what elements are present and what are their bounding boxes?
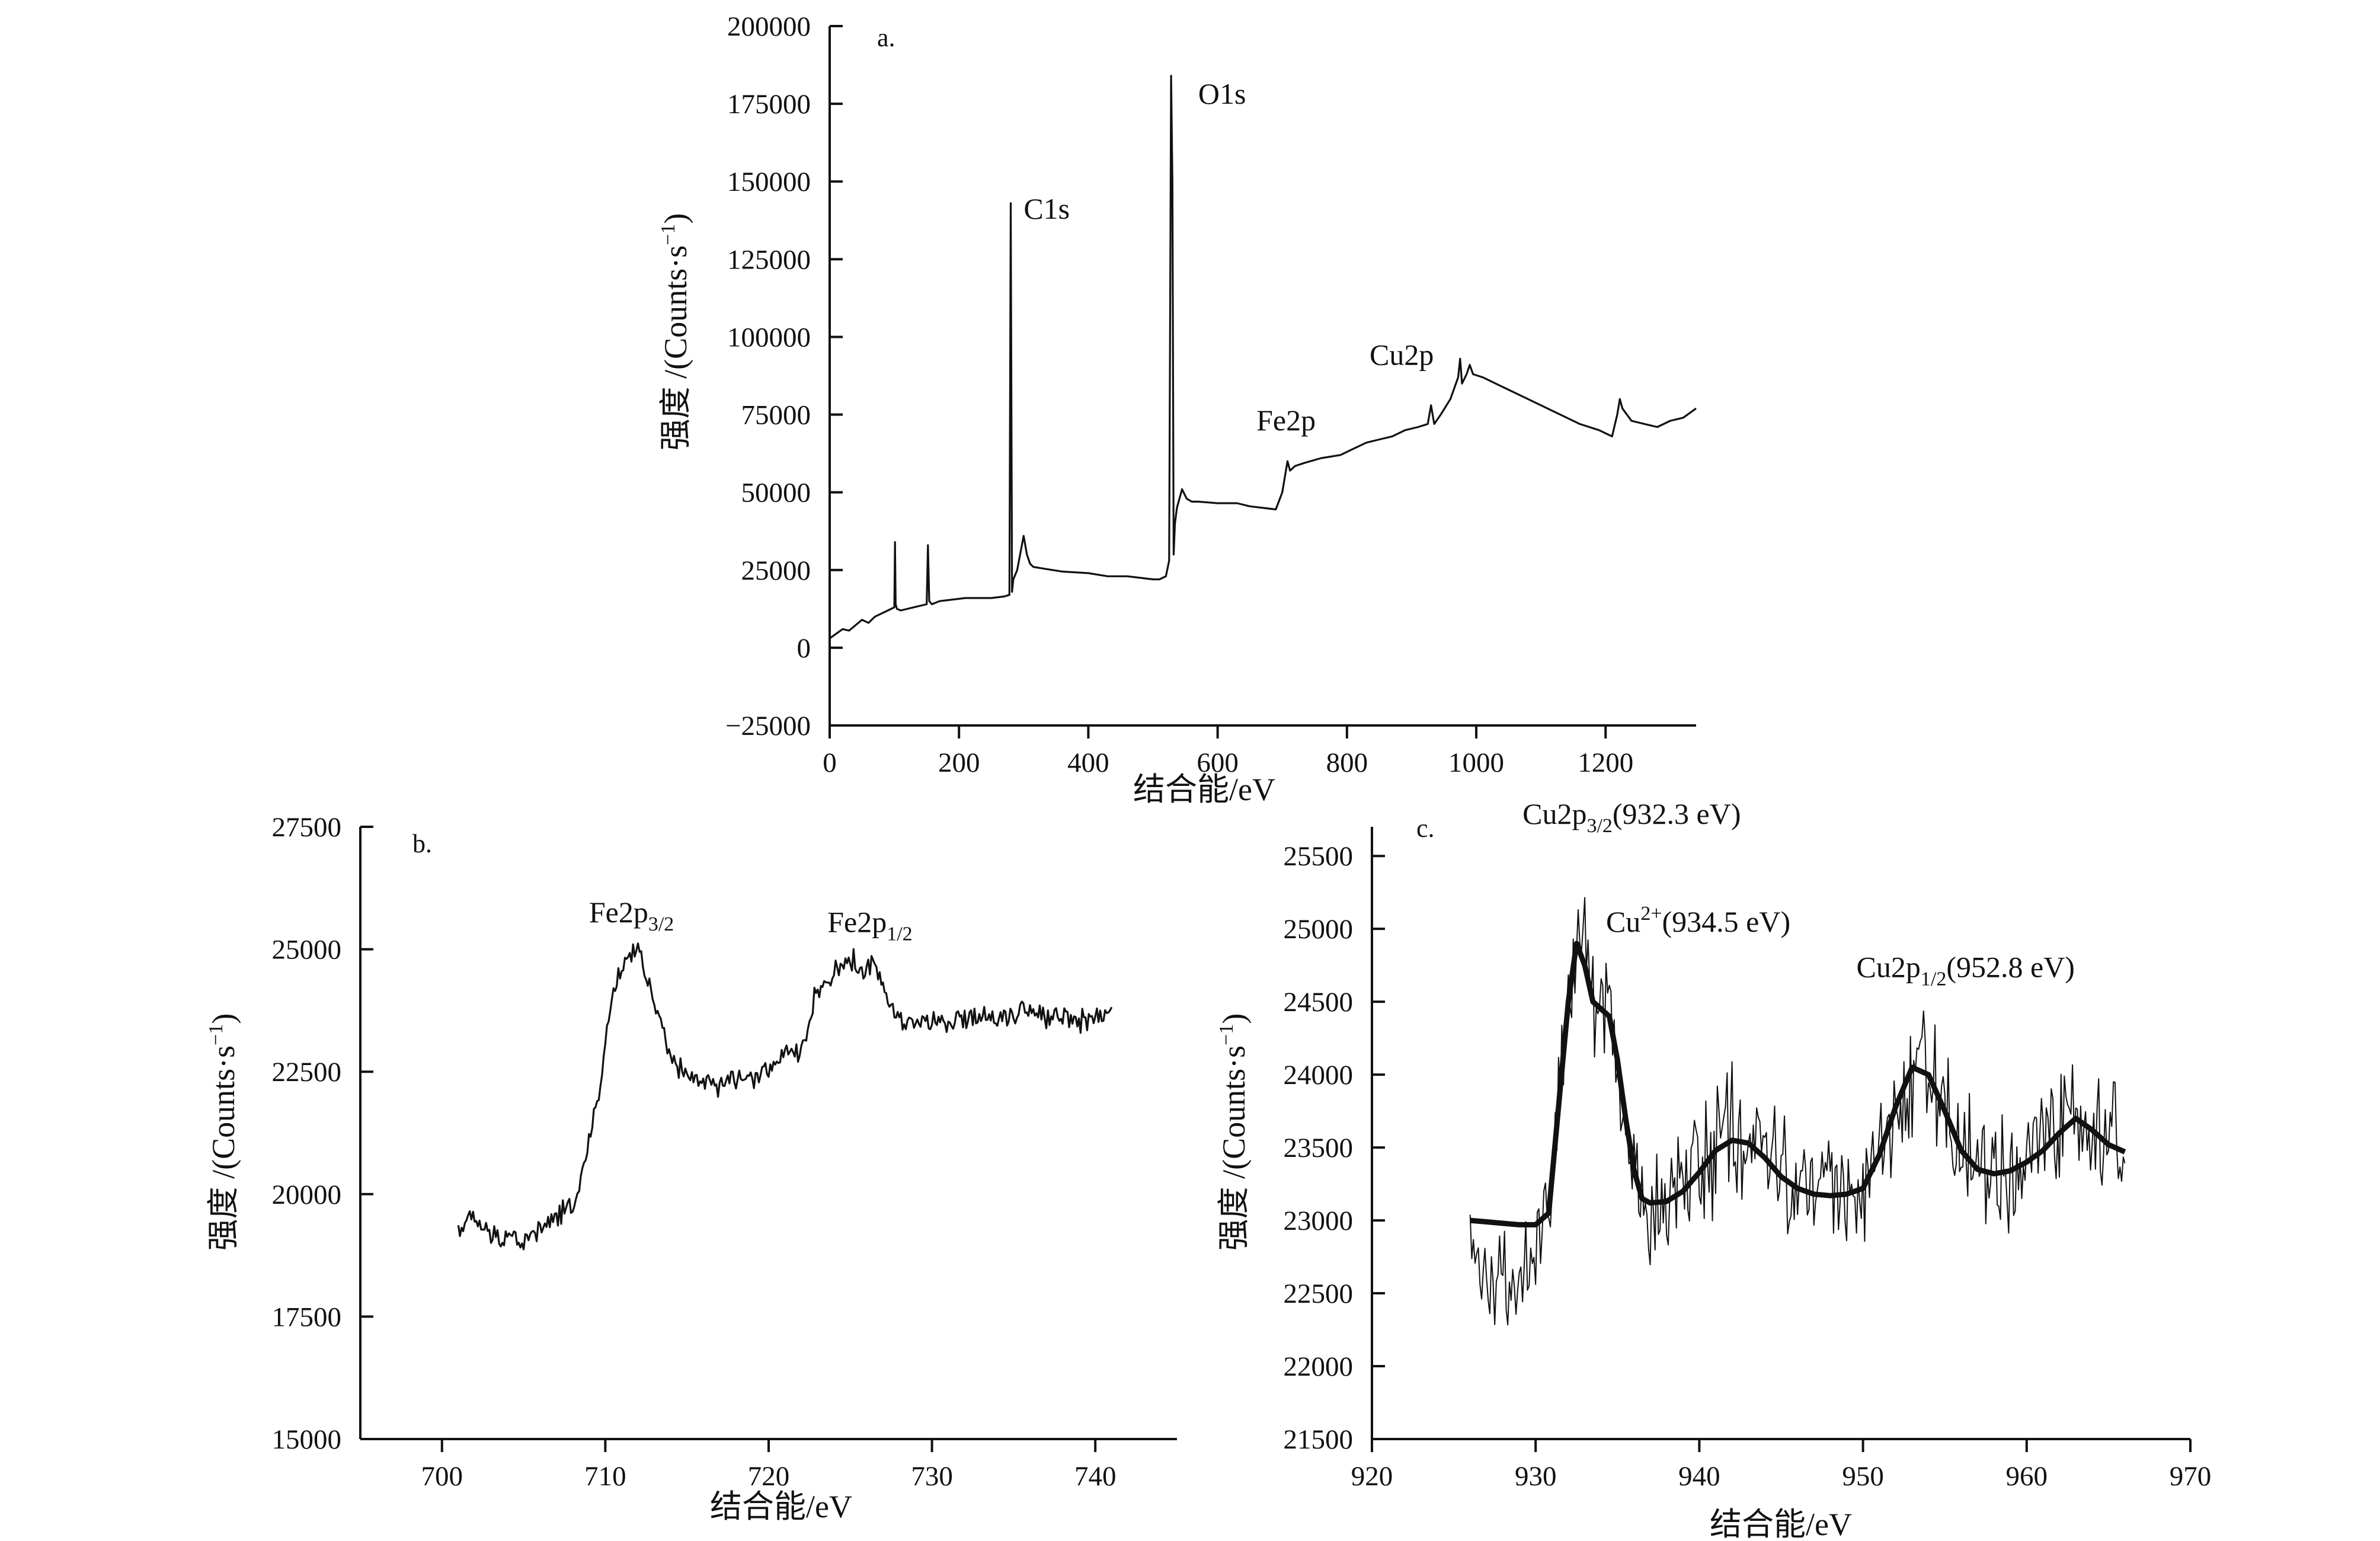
- y-tick-label: 15000: [272, 1424, 342, 1455]
- x-tick-label: 720: [748, 1461, 790, 1492]
- y-tick-label: 24000: [1284, 1060, 1354, 1091]
- x-tick-label: 740: [1074, 1461, 1117, 1492]
- y-tick-label: 25000: [272, 935, 342, 965]
- peak-label-0: C1s: [1023, 192, 1070, 225]
- peak-label-0: Cu2p3/2(932.3 eV): [1522, 797, 1741, 837]
- series-line-spectrum: [457, 942, 1113, 1251]
- y-tick-label: 100000: [727, 322, 811, 353]
- panel-a-xlabel: 结合能/eV: [1133, 772, 1275, 807]
- y-tick-label: 23000: [1284, 1206, 1354, 1236]
- panel-a-ylabel: 强度 /(Counts·s−1): [657, 213, 693, 451]
- peak-label-2: Cu2p1/2(952.8 eV): [1857, 950, 2075, 990]
- panel-a-series: [829, 75, 1697, 640]
- peak-label-1: Cu2+(934.5 eV): [1606, 903, 1790, 938]
- x-tick-label: 1200: [1578, 747, 1633, 778]
- panel-c-xlabel: 结合能/eV: [1710, 1507, 1852, 1541]
- y-tick-label: 22000: [1284, 1351, 1354, 1382]
- x-tick-label: 930: [1515, 1461, 1557, 1492]
- x-tick-label: 0: [823, 747, 837, 778]
- panel-b-fe2p-spectrum: b. 700 710 720 730 740 15000 17500 20000 22500 25…: [205, 812, 1177, 1524]
- x-tick-label: 940: [1678, 1461, 1720, 1492]
- panel-c-label: c.: [1416, 814, 1435, 843]
- series-line-spectrum: [829, 75, 1697, 640]
- y-tick-label: 50000: [741, 478, 811, 509]
- panel-c-peak-labels: Cu2p3/2(932.3 eV) Cu2+(934.5 eV) Cu2p1/2(9…: [1522, 797, 2075, 990]
- y-tick-label: 175000: [727, 89, 811, 120]
- panel-a-ticks: 0 200 400 600 800 1000 1200 −25000 0 25000 50000 75…: [725, 11, 1633, 778]
- panel-a-label: a.: [877, 23, 895, 52]
- panel-b-label: b.: [412, 829, 432, 858]
- x-tick-label: 970: [2170, 1461, 2212, 1492]
- x-tick-label: 200: [938, 747, 980, 778]
- x-tick-label: 730: [911, 1461, 953, 1492]
- peak-label-1: Fe2p1/2: [827, 906, 912, 945]
- y-tick-label: 22500: [1284, 1278, 1354, 1309]
- x-tick-label: 710: [584, 1461, 626, 1492]
- x-tick-label: 950: [1842, 1461, 1884, 1492]
- x-tick-label: 1000: [1448, 747, 1504, 778]
- y-tick-label: 0: [797, 633, 811, 664]
- x-tick-label: 960: [2006, 1461, 2048, 1492]
- panel-c-ticks: 920 930 940 950 960 970 21500 22000 22500 23000 23…: [1284, 841, 2212, 1492]
- y-tick-label: 200000: [727, 11, 811, 42]
- panel-b-series: [457, 942, 1113, 1251]
- panel-b-xlabel: 结合能/eV: [710, 1489, 852, 1524]
- panel-a-peak-labels: C1s O1s Fe2p Cu2p: [1023, 77, 1434, 437]
- panel-c-series: [1469, 897, 2126, 1326]
- panel-b-ticks: 700 710 720 730 740 15000 17500 20000 22500 25000…: [272, 812, 1117, 1492]
- y-tick-label: 17500: [272, 1302, 342, 1332]
- y-tick-label: 75000: [741, 400, 811, 431]
- peak-label-1: O1s: [1198, 77, 1246, 110]
- x-tick-label: 800: [1326, 747, 1368, 778]
- panel-c-ylabel: 强度 /(Counts·s−1): [1215, 1014, 1252, 1251]
- series-line-fit: [1470, 941, 2126, 1227]
- x-tick-label: 700: [421, 1461, 463, 1492]
- x-tick-label: 920: [1351, 1461, 1393, 1492]
- peak-label-0: Fe2p3/2: [589, 896, 674, 935]
- peak-label-2: Fe2p: [1256, 404, 1316, 437]
- x-tick-label: 600: [1197, 747, 1239, 778]
- y-tick-label: 24500: [1284, 987, 1354, 1018]
- y-tick-label: 25500: [1284, 841, 1354, 872]
- peak-label-3: Cu2p: [1370, 338, 1434, 372]
- y-tick-label: −25000: [725, 711, 811, 741]
- y-tick-label: 25000: [741, 555, 811, 586]
- panel-b-peak-labels: Fe2p3/2 Fe2p1/2: [589, 896, 913, 945]
- y-tick-label: 23500: [1284, 1133, 1354, 1163]
- panel-b-ylabel: 强度 /(Counts·s−1): [205, 1014, 241, 1251]
- panel-c-cu2p-spectrum: c. 920 930 940 950 960 970 21500 22000 22500 2300…: [1215, 797, 2211, 1541]
- y-tick-label: 150000: [727, 167, 811, 197]
- panel-a-survey-spectrum: a. 0 200 400 600 800 1000 1200 −25000 0 25000 5000…: [657, 11, 1697, 807]
- y-tick-label: 25000: [1284, 914, 1354, 945]
- y-tick-label: 27500: [272, 812, 342, 843]
- y-tick-label: 22500: [272, 1057, 342, 1088]
- series-line-raw: [1469, 897, 2126, 1326]
- y-tick-label: 21500: [1284, 1424, 1354, 1455]
- y-tick-label: 125000: [727, 244, 811, 275]
- y-tick-label: 20000: [272, 1179, 342, 1210]
- x-tick-label: 400: [1067, 747, 1109, 778]
